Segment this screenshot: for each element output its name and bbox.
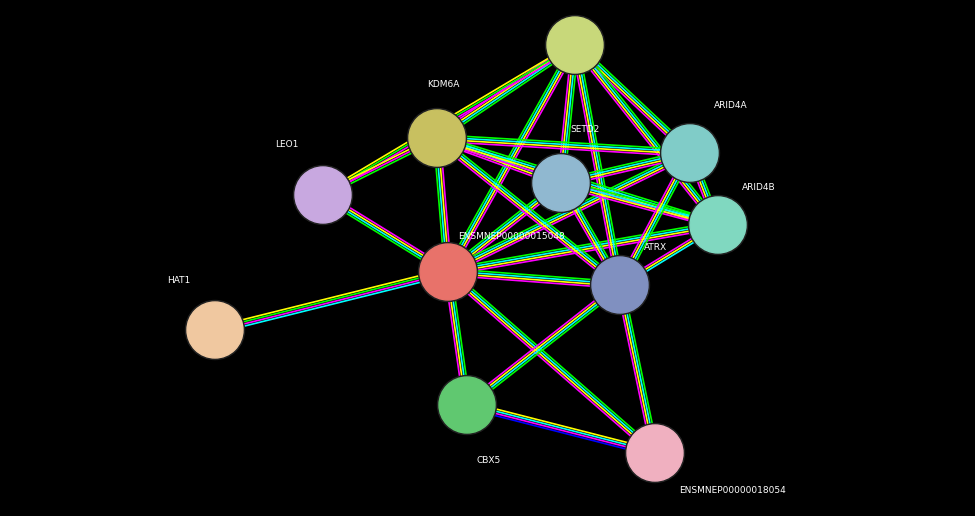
Circle shape [660,123,720,183]
Text: CBX5: CBX5 [477,456,501,465]
Text: HAT1: HAT1 [168,277,191,285]
Circle shape [427,251,469,293]
Circle shape [533,155,589,211]
Circle shape [420,244,476,300]
Text: ATRX: ATRX [644,243,668,252]
Text: KDM6A: KDM6A [427,80,459,89]
Circle shape [592,257,648,313]
Text: SETD2: SETD2 [570,125,600,134]
Circle shape [690,197,746,253]
Circle shape [187,302,243,358]
Text: ENSMNEP00000015048: ENSMNEP00000015048 [457,232,565,241]
Circle shape [540,162,582,204]
Circle shape [531,153,591,213]
Circle shape [547,17,603,73]
Circle shape [302,174,344,216]
Text: LEO1: LEO1 [275,140,298,149]
Circle shape [669,132,711,174]
Circle shape [439,377,495,433]
Circle shape [438,376,496,434]
Circle shape [591,255,649,314]
Text: ENSMNEP00000018054: ENSMNEP00000018054 [680,486,786,495]
Circle shape [418,243,478,301]
Text: ARID4B: ARID4B [742,183,776,192]
Circle shape [626,424,684,482]
Circle shape [688,196,748,254]
Circle shape [627,425,683,481]
Circle shape [194,309,236,351]
Circle shape [662,125,718,181]
Circle shape [293,166,353,224]
Circle shape [697,204,739,246]
Circle shape [554,24,596,66]
Text: ARID4A: ARID4A [715,101,748,109]
Circle shape [185,300,245,360]
Circle shape [409,110,465,166]
Circle shape [599,264,641,306]
Circle shape [408,108,466,168]
Circle shape [634,432,676,474]
Circle shape [446,384,488,426]
Circle shape [295,167,351,223]
Circle shape [545,15,604,74]
Circle shape [416,117,458,159]
